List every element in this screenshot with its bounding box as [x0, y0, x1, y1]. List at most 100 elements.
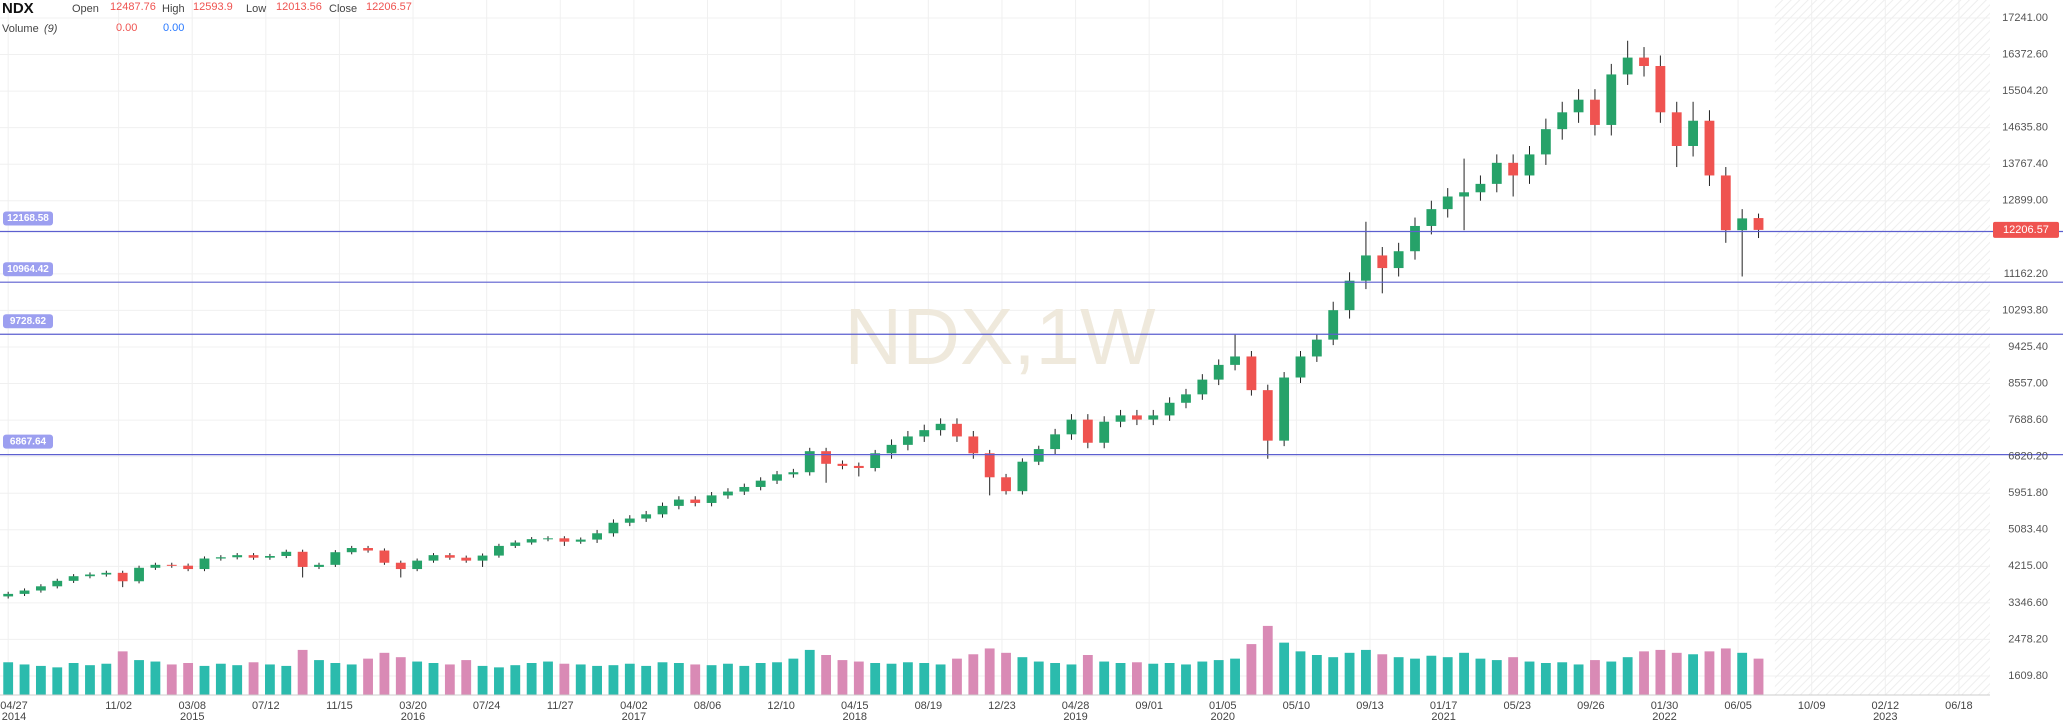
- candle-body: [739, 486, 750, 492]
- x-year-label: 2023: [1873, 711, 1897, 723]
- candle-body: [624, 518, 635, 523]
- x-tick-label: 06/18: [1945, 700, 1973, 712]
- volume-bar: [1688, 654, 1699, 695]
- candle-body: [1099, 421, 1110, 443]
- x-tick-label: 11/15: [326, 700, 353, 712]
- candle-body: [608, 522, 619, 534]
- candle-body: [1082, 419, 1093, 443]
- x-tick-label: 09/26: [1577, 700, 1605, 712]
- open-value: 12487.76: [110, 1, 156, 13]
- volume-bar: [1459, 652, 1469, 695]
- candle-body: [1475, 183, 1486, 193]
- candle-body: [968, 436, 979, 454]
- x-tick-label: 11/02: [105, 700, 132, 712]
- volume-bar: [297, 649, 308, 695]
- x-year-label: 2022: [1652, 711, 1676, 723]
- volume-bar: [1001, 652, 1011, 695]
- candle-body: [723, 491, 733, 496]
- price-label: 12206.57: [2003, 224, 2049, 236]
- level-label-bg: [3, 314, 53, 329]
- volume-bar: [134, 660, 144, 695]
- volume-bar: [1704, 651, 1715, 695]
- candle-body: [314, 564, 324, 567]
- candle-body: [1262, 390, 1273, 441]
- x-tick-label: 04/28: [1062, 700, 1090, 712]
- candle-body: [183, 565, 194, 570]
- x-tick-label: 03/08: [178, 700, 206, 712]
- volume-bar: [248, 662, 259, 695]
- x-year-label: 2017: [622, 711, 646, 723]
- volume-bar: [1540, 663, 1551, 695]
- y-tick-label: 9425.40: [2008, 341, 2048, 353]
- volume-bar: [215, 663, 226, 695]
- candle-body: [117, 572, 128, 582]
- candle-body: [592, 533, 602, 540]
- candle-body: [1115, 415, 1126, 422]
- volume-bar: [984, 648, 995, 695]
- volume-bar: [19, 664, 30, 695]
- candle-body: [1590, 99, 1600, 125]
- candle-body: [1279, 377, 1290, 441]
- volume-bar: [1132, 662, 1142, 695]
- candle-body: [1050, 434, 1061, 450]
- candle-body: [68, 576, 79, 581]
- volume-bar: [265, 664, 275, 695]
- volume-bar: [166, 664, 177, 695]
- candle-body: [510, 542, 521, 546]
- y-tick-label: 5083.40: [2008, 524, 2048, 536]
- candle-body: [1344, 280, 1355, 311]
- low-value: 12013.56: [276, 1, 322, 13]
- volume-bar: [1262, 625, 1273, 695]
- candle-body: [1753, 218, 1764, 230]
- volume-bar: [788, 658, 799, 695]
- candle-body: [134, 567, 144, 582]
- volume-bar: [1491, 660, 1502, 695]
- volume-bar: [1082, 655, 1093, 695]
- x-tick-label: 10/09: [1798, 700, 1826, 712]
- y-tick-label: 16372.60: [2002, 48, 2048, 60]
- low-label: Low: [246, 3, 266, 15]
- candle-body: [1622, 57, 1633, 75]
- volume-bar: [1720, 648, 1731, 695]
- candle-body: [1540, 129, 1551, 155]
- x-year-label: 2019: [1063, 711, 1087, 723]
- level-label-bg: [3, 434, 53, 449]
- candle-body: [494, 545, 504, 556]
- candle-body: [870, 453, 881, 469]
- candle-body: [346, 548, 357, 553]
- volume-bar: [641, 665, 652, 695]
- candle-body: [821, 451, 832, 464]
- x-year-label: 2015: [180, 711, 204, 723]
- volume-bar: [1475, 658, 1486, 695]
- volume-bar: [706, 665, 717, 695]
- candle-body: [935, 423, 946, 431]
- volume-bar: [1524, 661, 1535, 695]
- x-tick-label: 08/06: [694, 700, 722, 712]
- volume-bar: [1066, 664, 1077, 695]
- volume-bar: [1213, 660, 1224, 695]
- volume-bar: [379, 652, 390, 695]
- volume-bar: [1737, 652, 1748, 695]
- watermark: NDX,1W: [844, 292, 1156, 381]
- candle-body: [1246, 356, 1257, 391]
- volume-bar: [1426, 655, 1437, 695]
- volume-bar: [232, 665, 243, 695]
- close-label: Close: [329, 3, 357, 15]
- volume-bar: [281, 665, 292, 695]
- x-tick-label: 12/10: [767, 700, 795, 712]
- candle-body: [902, 436, 913, 445]
- level-label-bg: [3, 211, 53, 226]
- volume-bar: [935, 664, 946, 695]
- candle-body: [1704, 120, 1715, 176]
- candle-body: [1737, 218, 1748, 231]
- volume-bar: [101, 663, 112, 695]
- candle-body: [363, 548, 373, 551]
- candle-body: [1017, 461, 1028, 492]
- y-tick-label: 14635.80: [2002, 122, 2048, 134]
- candle-body: [1410, 225, 1420, 252]
- candle-body: [461, 557, 472, 561]
- candle-body: [1671, 112, 1682, 146]
- volume-bar: [902, 662, 913, 695]
- volume-bar: [444, 664, 455, 695]
- volume-bar: [1099, 661, 1110, 695]
